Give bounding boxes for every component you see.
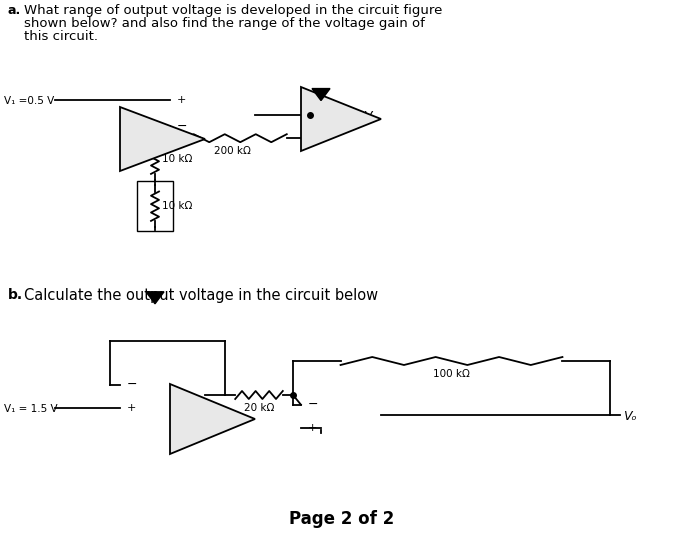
Text: Vₒ: Vₒ bbox=[363, 109, 377, 122]
Text: b.: b. bbox=[8, 288, 23, 302]
Text: −: − bbox=[177, 120, 187, 133]
Text: 10 kΩ: 10 kΩ bbox=[162, 201, 192, 211]
Text: −: − bbox=[308, 398, 319, 411]
Text: a.: a. bbox=[8, 4, 21, 17]
Text: V₁ = 1.5 V: V₁ = 1.5 V bbox=[4, 404, 57, 414]
Polygon shape bbox=[312, 89, 330, 100]
Text: shown below? and also find the range of the voltage gain of: shown below? and also find the range of … bbox=[24, 17, 425, 30]
Text: Page 2 of 2: Page 2 of 2 bbox=[289, 510, 395, 528]
Text: 100 kΩ: 100 kΩ bbox=[433, 369, 470, 379]
Bar bbox=[137, 181, 173, 231]
Text: Vₒ: Vₒ bbox=[623, 410, 637, 422]
Polygon shape bbox=[301, 87, 381, 151]
Text: +: + bbox=[308, 423, 317, 434]
Text: 200 kΩ: 200 kΩ bbox=[214, 146, 251, 156]
Text: −: − bbox=[127, 378, 137, 391]
Text: this circuit.: this circuit. bbox=[24, 30, 98, 43]
Text: +: + bbox=[127, 404, 136, 413]
Text: 10 kΩ: 10 kΩ bbox=[162, 154, 192, 164]
Text: V₁ =0.5 V: V₁ =0.5 V bbox=[4, 96, 54, 106]
Text: What range of output voltage is developed in the circuit figure: What range of output voltage is develope… bbox=[24, 4, 443, 17]
Text: 20 kΩ: 20 kΩ bbox=[244, 403, 274, 413]
Text: +: + bbox=[177, 95, 186, 105]
Polygon shape bbox=[170, 384, 255, 454]
Polygon shape bbox=[120, 107, 205, 171]
Text: Calculate the output voltage in the circuit below: Calculate the output voltage in the circ… bbox=[24, 288, 378, 303]
Polygon shape bbox=[146, 292, 164, 304]
